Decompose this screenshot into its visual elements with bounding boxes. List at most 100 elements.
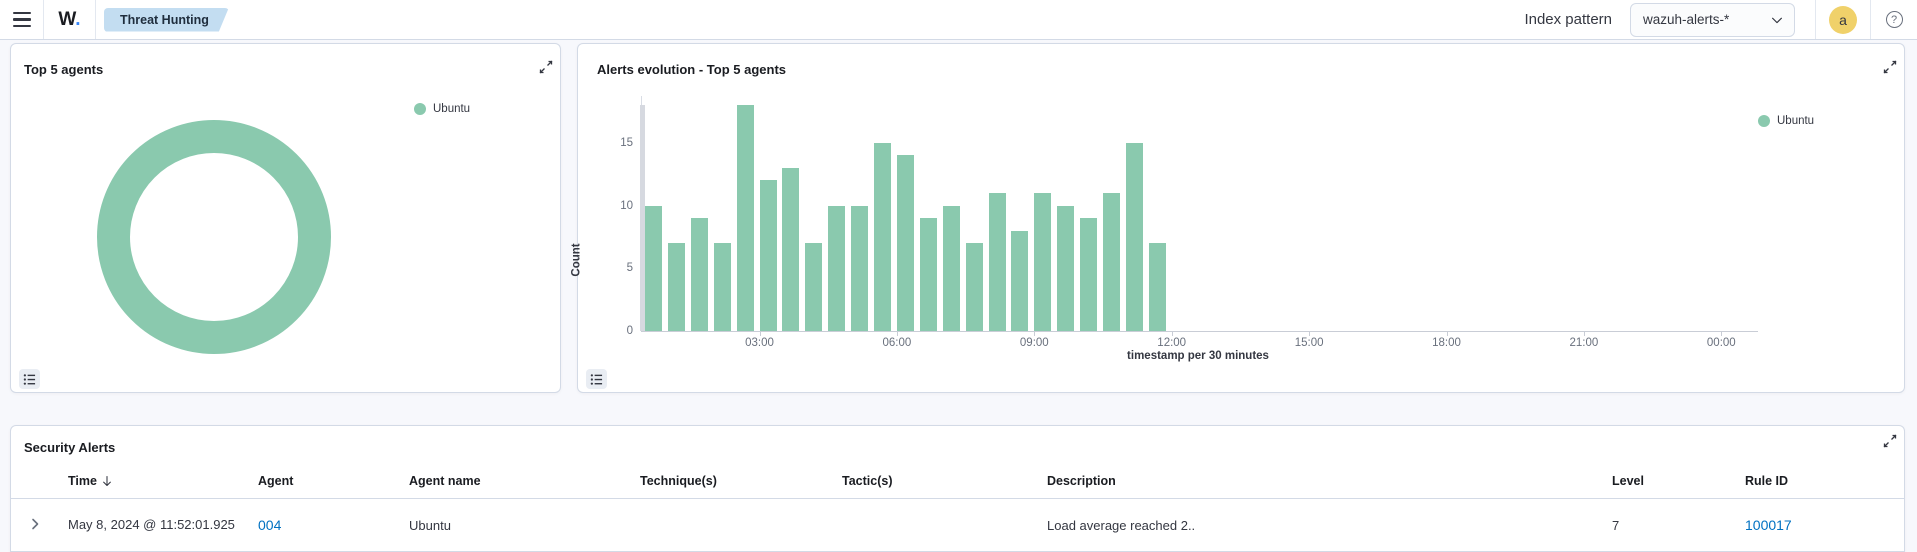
y-axis-tick-label: 0 [626, 325, 633, 337]
cell-agent-name: Ubuntu [399, 498, 630, 552]
column-header-rule-id[interactable]: Rule ID [1735, 466, 1904, 499]
x-axis-tick-label: 03:00 [745, 337, 774, 349]
x-axis-tick [1721, 331, 1723, 336]
bar[interactable] [1148, 243, 1166, 331]
x-axis-title: timestamp per 30 minutes [1127, 350, 1269, 362]
bar[interactable] [690, 218, 708, 332]
security-alerts-table: Time Agent Agent name Technique(s) Tacti… [11, 466, 1904, 552]
panel-title: Top 5 agents [24, 62, 104, 77]
section-badge: Threat Hunting [104, 8, 229, 32]
x-axis-tick-label: 15:00 [1294, 337, 1324, 349]
wazuh-logo[interactable]: W. [44, 0, 96, 39]
hamburger-menu-button[interactable] [0, 0, 44, 39]
x-axis-tick [1583, 331, 1585, 336]
legend-item-ubuntu[interactable]: Ubuntu [1758, 115, 1814, 127]
hamburger-icon [12, 11, 31, 28]
agent-link[interactable]: 004 [258, 517, 282, 533]
bar[interactable] [851, 205, 869, 331]
x-axis-tick-label: 09:00 [1019, 337, 1049, 349]
x-axis-tick-label: 21:00 [1569, 337, 1599, 349]
bar[interactable] [736, 105, 754, 331]
bar[interactable] [1103, 192, 1120, 331]
expand-icon [1883, 434, 1897, 448]
y-axis-tick-label: 5 [626, 262, 633, 275]
user-avatar[interactable]: a [1829, 5, 1857, 34]
panel-alerts-evolution: Alerts evolution - Top 5 agents Count ti… [571, 43, 1905, 393]
x-axis-tick [1171, 331, 1173, 336]
cell-description: Load average reached 2.. [1037, 498, 1602, 552]
x-axis-tick [1446, 331, 1448, 336]
bar[interactable] [919, 218, 937, 332]
expand-panel-button[interactable] [538, 59, 554, 75]
bar[interactable] [1125, 142, 1143, 332]
index-pattern-label: Index pattern [1524, 11, 1612, 28]
legend-toggle-button[interactable] [586, 369, 607, 389]
help-icon[interactable]: ? [1885, 11, 1903, 28]
bar[interactable] [667, 243, 685, 331]
index-pattern-value: wazuh-alerts-* [1643, 12, 1730, 27]
x-axis-tick-label: 00:00 [1706, 337, 1736, 349]
expand-icon [539, 60, 553, 74]
x-axis-tick-label: 12:00 [1157, 337, 1187, 349]
y-axis-title: Count [570, 243, 583, 277]
x-axis-line [641, 331, 1758, 332]
legend-item-ubuntu[interactable]: Ubuntu [414, 103, 470, 115]
index-pattern-select[interactable]: wazuh-alerts-* [1630, 2, 1795, 37]
partial-bucket-bar [640, 105, 645, 331]
y-axis-tick-label: 10 [620, 199, 633, 212]
list-icon [23, 373, 36, 385]
column-header-level[interactable]: Level [1602, 466, 1735, 499]
bar[interactable] [965, 243, 983, 331]
column-header-description[interactable]: Description [1037, 466, 1602, 499]
table-header-row: Time Agent Agent name Technique(s) Tacti… [11, 466, 1904, 499]
legend-label: Ubuntu [433, 103, 471, 115]
logo-dot: . [75, 8, 81, 30]
bar[interactable] [805, 243, 823, 331]
cell-techniques [630, 498, 832, 552]
expand-panel-button[interactable] [1882, 59, 1898, 75]
legend-dot-icon [1758, 115, 1770, 127]
column-header-agent-name[interactable]: Agent name [399, 466, 630, 499]
dashboard-area: Top 5 agents Ubuntu Alerts evolution - T… [0, 40, 1917, 552]
bar[interactable] [1080, 218, 1098, 332]
expand-row-button[interactable] [29, 518, 41, 533]
bar[interactable] [896, 155, 914, 331]
divider [1815, 0, 1816, 39]
x-axis-tick [759, 331, 761, 336]
bar[interactable] [942, 205, 960, 331]
x-axis-tick-label: 18:00 [1432, 337, 1461, 349]
bar[interactable] [874, 142, 891, 332]
list-icon [590, 373, 603, 385]
chevron-down-icon [1772, 17, 1782, 23]
bar[interactable] [782, 167, 800, 331]
bar[interactable] [759, 180, 777, 331]
sort-descending-icon [97, 474, 113, 488]
x-axis-tick [1034, 331, 1036, 336]
column-header-techniques[interactable]: Technique(s) [630, 466, 832, 499]
legend-dot-icon [414, 103, 426, 115]
y-axis-tick-label: 15 [620, 136, 633, 149]
bar[interactable] [1057, 205, 1075, 331]
top-bar: W. Threat Hunting Index pattern wazuh-al… [0, 0, 1917, 40]
bar[interactable] [713, 243, 731, 331]
x-axis-tick [896, 331, 898, 336]
donut-chart-ring[interactable] [97, 120, 331, 354]
panel-security-alerts: Security Alerts Time Agent Agent name Te… [10, 425, 1905, 552]
column-header-tactics[interactable]: Tactic(s) [832, 466, 1037, 499]
panel-title: Alerts evolution - Top 5 agents [597, 62, 787, 77]
bar[interactable] [645, 205, 662, 331]
column-header-time[interactable]: Time [58, 466, 248, 499]
bar[interactable] [1011, 230, 1029, 331]
bar[interactable] [1034, 192, 1052, 331]
legend-toggle-button[interactable] [19, 369, 40, 389]
logo-text: W [58, 8, 76, 30]
column-header-agent[interactable]: Agent [248, 466, 399, 499]
bar[interactable] [828, 205, 846, 331]
panel-top-5-agents: Top 5 agents Ubuntu [10, 43, 561, 393]
x-axis-tick [1309, 331, 1311, 336]
table-row: May 8, 2024 @ 11:52:01.925 004 Ubuntu Lo… [11, 498, 1904, 552]
expand-panel-button[interactable] [1882, 433, 1898, 449]
rule-id-link[interactable]: 100017 [1745, 517, 1792, 533]
bar[interactable] [988, 192, 1006, 331]
cell-time: May 8, 2024 @ 11:52:01.925 [58, 498, 248, 552]
